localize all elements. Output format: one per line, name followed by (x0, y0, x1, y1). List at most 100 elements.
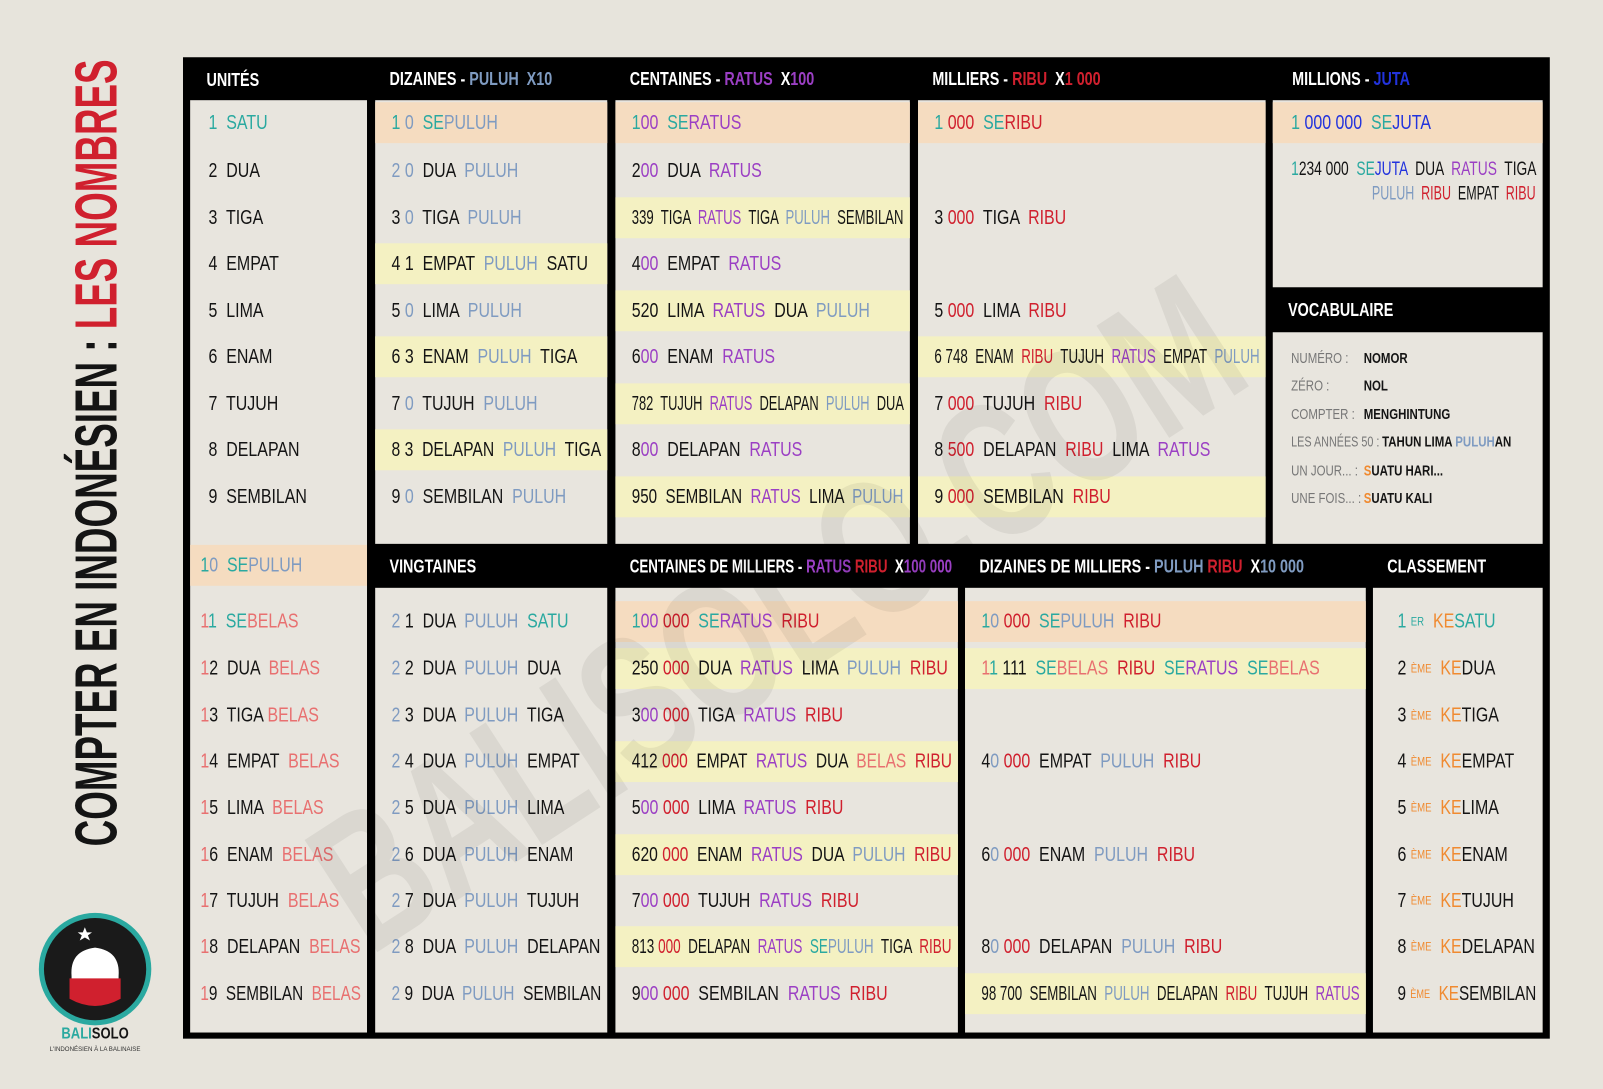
text-part: RATUS (750, 485, 801, 509)
text-part: RATUS (743, 704, 805, 727)
text-part: RIBU (805, 796, 844, 819)
text-part: SOLO (91, 1025, 129, 1043)
text-line: 4 ÈME KEEMPAT (1397, 749, 1514, 774)
text-part: 7 (1397, 889, 1411, 912)
text-part: X (772, 68, 791, 89)
text-part: BELAS (309, 935, 361, 958)
text-part: 6 (981, 843, 991, 866)
text-part: 3 (631, 704, 641, 727)
panel (1372, 587, 1543, 1033)
text-part: SE (422, 111, 444, 134)
text-part: KE (1424, 610, 1455, 633)
text-line: NOL (1364, 374, 1388, 399)
text-part: 000 (661, 750, 697, 773)
row-highlight (1272, 102, 1543, 144)
text-part: 0 (404, 299, 423, 323)
row-highlight (615, 926, 958, 968)
text-part: 8 DELAPAN (209, 935, 310, 958)
text-line: 5 ÈME KELIMA (1397, 795, 1498, 820)
text-part: 1 (200, 935, 210, 958)
text-part: RIBU (1505, 182, 1536, 205)
text-line: 11 SEBELAS (200, 609, 298, 634)
text-part: 8 (981, 935, 991, 958)
text-part: 412 (631, 750, 662, 773)
row-highlight (375, 429, 608, 471)
text-part: 9 (391, 485, 405, 509)
text-line: CENTAINES DE MILLIERS - RATUS RIBU X100 … (630, 554, 952, 579)
text-line: 1 SATU (209, 110, 268, 135)
text-part: TUJUH (698, 889, 760, 912)
text-part: 000 (662, 843, 698, 866)
vocab-label: NUMÉRO : (1291, 349, 1349, 366)
text-part: 00 (640, 889, 663, 912)
text-part: EMPAT (527, 750, 580, 773)
text-part: 6 748 ENAM (934, 345, 1022, 369)
text-part: RIBU (1117, 657, 1165, 680)
text-part: KE (1431, 750, 1462, 773)
text-part: 0 (990, 610, 1004, 633)
text-part: TIGA (526, 704, 565, 727)
text-part: PULUH (248, 554, 303, 577)
text-part: 2 (391, 935, 405, 958)
text-part: ÈME (1410, 986, 1431, 1001)
text-part: 339 TIGA (631, 206, 698, 229)
text-part: 1 (200, 750, 210, 773)
text-part: 3 TIGA (209, 704, 268, 727)
text-part: 3 DUA (404, 704, 465, 727)
text-part: 2 (631, 159, 641, 182)
text-part: RATUS (722, 345, 776, 369)
text-part: PULUH (1100, 750, 1164, 773)
text-part: RATUS (1111, 345, 1156, 369)
text-part: 7 TUJUH (208, 392, 279, 416)
text-part: 8 (631, 438, 641, 462)
text-part: DUA (667, 159, 709, 182)
text-part: PULUH (846, 657, 910, 680)
text-part: PULUH (512, 485, 567, 509)
text-part: RIBU (1065, 438, 1104, 462)
text-part: KE (1430, 982, 1459, 1005)
text-line: 200 DUA RATUS (632, 158, 762, 183)
text-part: PULUH (467, 299, 522, 323)
text-part: SE (226, 554, 249, 577)
text-part: PULUH (464, 935, 528, 958)
text-line: 40 000 EMPAT PULUH RIBU (981, 749, 1201, 774)
text-line: 250 000 DUA RATUS LIMA PULUH RIBU (632, 656, 948, 681)
text-part: PULUH (1455, 433, 1495, 451)
text-part: 4 DUA (404, 750, 465, 773)
text-line: 9 ÈME KESEMBILAN (1397, 981, 1536, 1006)
text-line: 6 ÈME KEENAM (1397, 842, 1507, 867)
text-part: 813 (631, 935, 659, 958)
text-part: UATU HARI... (1371, 461, 1444, 479)
text-part: ÈME (1410, 754, 1432, 769)
text-part: PULUH (785, 206, 830, 229)
row-highlight (615, 102, 910, 144)
text-part: 1 (200, 889, 210, 912)
text-part: EMPAT (696, 750, 756, 773)
panel (375, 587, 608, 1033)
text-part: ÈME (1410, 847, 1432, 862)
text-part: 1 (200, 554, 210, 577)
text-line: 6 3 ENAM PULUH TIGA (392, 345, 578, 370)
text-part: 0 (990, 843, 1004, 866)
text-line: MILLIERS - RIBU X1 000 (932, 66, 1100, 91)
text-part: ÈME (1410, 800, 1432, 815)
text-part: 4 (981, 750, 991, 773)
text-part: VINGTAINES (389, 556, 477, 577)
text-line: 300 000 TIGA RATUS RIBU (632, 703, 843, 728)
text-part: 4 (1397, 750, 1411, 773)
text-line: MENGHINTUNG (1364, 402, 1451, 427)
text-part: TIGA (982, 206, 1029, 229)
text-part: 2 (391, 750, 405, 773)
text-part: SEMBILAN (983, 485, 1073, 509)
text-part: 7 (391, 392, 405, 416)
text-part: S (1363, 489, 1372, 507)
text-part: SE (1039, 610, 1061, 633)
text-part: 782 TUJUH (631, 392, 710, 416)
text-line: 1 0 SEPULUH (392, 110, 498, 135)
text-part: 7 DUA (404, 889, 465, 912)
text-part: RIBU (1421, 182, 1452, 205)
text-part: ÈME (1410, 708, 1432, 723)
text-part: 000 (947, 299, 984, 323)
text-part: 7 TUJUH (209, 889, 288, 912)
row-highlight (375, 243, 608, 285)
